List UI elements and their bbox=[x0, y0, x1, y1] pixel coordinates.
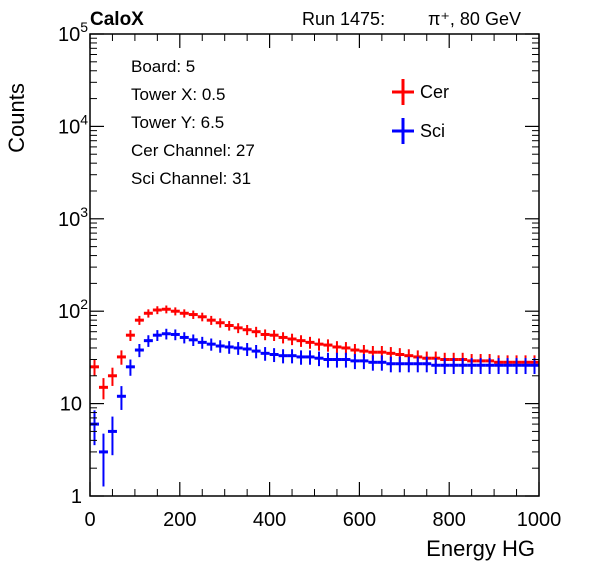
x-tick-label-0: 0 bbox=[84, 509, 95, 531]
x-tick-label-2: 400 bbox=[253, 509, 286, 531]
y-axis-title: Counts bbox=[4, 83, 29, 153]
x-axis-ticks: 0 200 400 600 800 1000 bbox=[84, 34, 561, 531]
particle-label: π⁺, 80 GeV bbox=[428, 9, 521, 29]
x-tick-label-4: 800 bbox=[433, 509, 466, 531]
info-cer-channel: Cer Channel: 27 bbox=[131, 141, 255, 160]
info-board: Board: 5 bbox=[131, 57, 195, 76]
brand-label: CaloX bbox=[90, 9, 144, 30]
x-tick-label-3: 600 bbox=[343, 509, 376, 531]
series-layer bbox=[90, 305, 539, 487]
legend-sci-marker bbox=[392, 118, 414, 144]
run-label: Run 1475: bbox=[302, 9, 385, 29]
info-block: Board: 5 Tower X: 0.5 Tower Y: 6.5 Cer C… bbox=[131, 57, 255, 188]
legend-sci-label: Sci bbox=[420, 121, 445, 141]
y-axis-ticks: 1 10 102 103 104 105 bbox=[58, 19, 539, 508]
y-tick-label-2: 102 bbox=[58, 296, 88, 323]
legend-cer-label: Cer bbox=[420, 82, 449, 102]
y-tick-label-5: 105 bbox=[58, 19, 88, 46]
info-tower-x: Tower X: 0.5 bbox=[131, 85, 226, 104]
legend: Cer Sci bbox=[392, 79, 449, 144]
info-tower-y: Tower Y: 6.5 bbox=[131, 113, 224, 132]
y-tick-label-4: 104 bbox=[58, 111, 88, 138]
x-tick-label-5: 1000 bbox=[517, 509, 562, 531]
y-tick-label-3: 103 bbox=[58, 204, 88, 231]
x-tick-label-1: 200 bbox=[163, 509, 196, 531]
legend-cer-marker bbox=[392, 79, 414, 105]
x-axis-title: Energy HG bbox=[426, 536, 535, 561]
info-sci-channel: Sci Channel: 31 bbox=[131, 169, 251, 188]
y-tick-label-0: 1 bbox=[71, 486, 82, 508]
y-tick-label-1: 10 bbox=[60, 394, 82, 416]
